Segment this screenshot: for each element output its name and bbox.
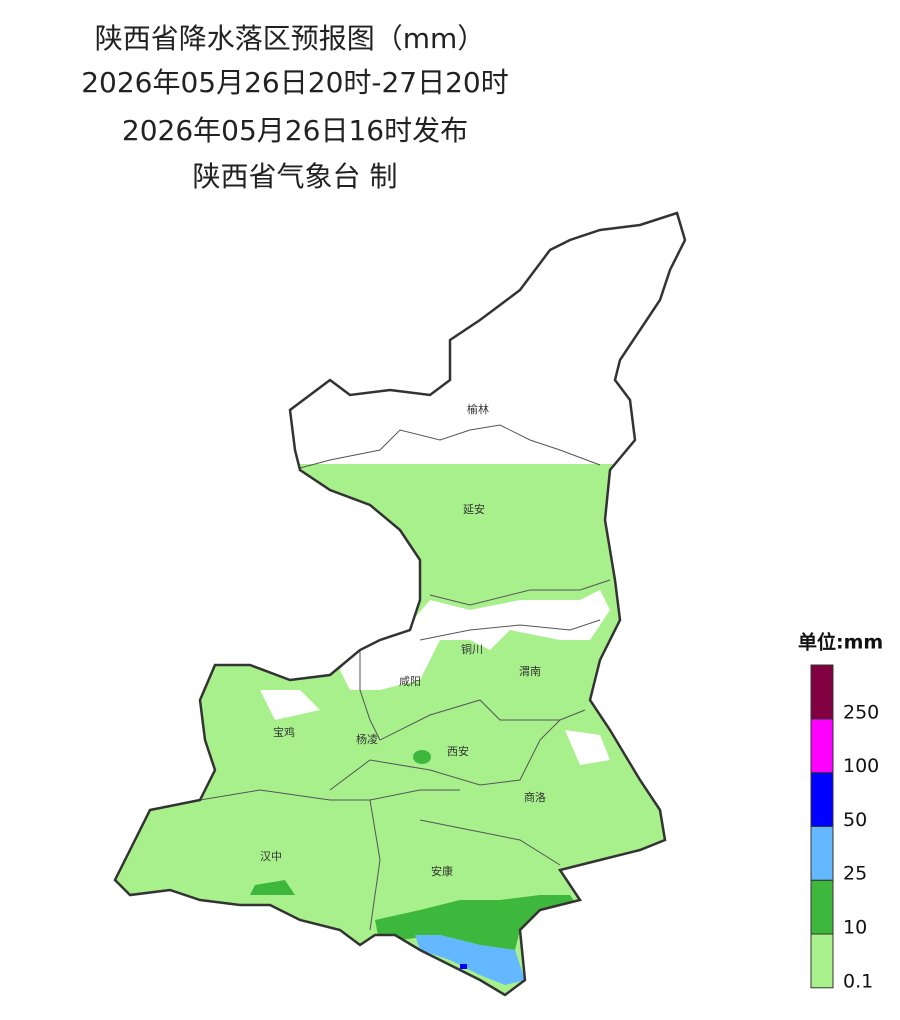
issued: 2026年05月26日16时发布 [122, 114, 468, 147]
city-label: 汉中 [260, 850, 282, 863]
city-boundaries [199, 424, 611, 931]
city-label: 渭南 [519, 665, 541, 678]
rain-moderate [413, 750, 431, 764]
legend-label: 250 [843, 701, 879, 723]
legend-label: 0.1 [843, 970, 873, 992]
rain-heavy [415, 935, 525, 985]
rain-moderate [250, 880, 295, 895]
city-label: 宝鸡 [273, 725, 295, 739]
rain-storm [460, 964, 467, 969]
legend-label: 50 [843, 809, 867, 831]
dry-patch [340, 590, 610, 690]
legend: 0.1 10 25 50 100 250 [810, 664, 879, 992]
issuer: 陕西省气象台 制 [193, 160, 398, 193]
title: 陕西省降水落区预报图（mm） [95, 22, 486, 55]
legend-swatch [810, 664, 834, 720]
city-label: 延安 [463, 502, 485, 516]
city-label: 咸阳 [399, 675, 421, 688]
province-border [113, 211, 687, 997]
city-label: 杨凌 [356, 732, 378, 746]
legend-swatch [810, 933, 834, 989]
legend-title: 单位:mm [798, 631, 883, 654]
legend-label: 100 [843, 755, 879, 777]
city-label: 商洛 [524, 790, 546, 804]
city-label: 铜川 [461, 642, 483, 656]
city-label: 西安 [447, 744, 469, 758]
legend-swatch [810, 825, 834, 881]
legend-label: 25 [843, 863, 867, 885]
legend-swatch [810, 772, 834, 827]
legend-swatch [810, 718, 834, 774]
dry-patch [260, 690, 320, 720]
legend-label: 10 [843, 917, 867, 939]
legend-swatch [810, 879, 834, 935]
dry-patch [565, 730, 610, 765]
city-label: 榆林 [467, 402, 489, 416]
city-label: 安康 [431, 864, 453, 878]
period: 2026年05月26日20时-27日20时 [81, 66, 509, 99]
